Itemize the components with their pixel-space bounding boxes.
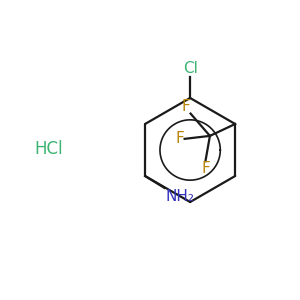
- Text: F: F: [182, 99, 190, 114]
- Text: HCl: HCl: [34, 140, 63, 158]
- Text: F: F: [201, 161, 210, 176]
- Text: Cl: Cl: [183, 61, 198, 76]
- Text: F: F: [176, 131, 184, 146]
- Text: NH₂: NH₂: [166, 189, 195, 204]
